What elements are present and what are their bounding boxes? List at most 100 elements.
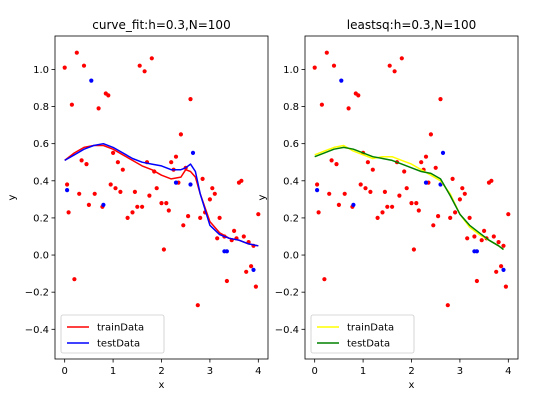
train-point <box>249 264 254 269</box>
legend-label-train: trainData <box>347 323 394 334</box>
train-point <box>198 215 203 220</box>
y-axis-label: y <box>7 194 18 200</box>
axis-ticks: 0 1 2 3 4 −0.4 −0.2 0.0 0.2 0.4 0.6 0.8 1.0 <box>275 65 512 377</box>
train-point <box>380 210 385 215</box>
train-point <box>358 182 363 187</box>
train-point <box>224 278 229 284</box>
train-point <box>200 176 205 181</box>
train-point <box>453 210 458 215</box>
y-tick-label: 1.0 <box>283 65 299 76</box>
train-point <box>241 234 246 239</box>
train-point <box>108 182 113 187</box>
train-point <box>210 186 215 191</box>
plot-marks <box>62 50 261 308</box>
train-point <box>363 186 368 191</box>
train-point <box>140 204 145 209</box>
train-point <box>436 214 441 219</box>
train-point <box>419 160 424 165</box>
test-point <box>423 180 429 185</box>
train-point <box>166 208 171 213</box>
y-tick-label: 1.0 <box>33 65 49 76</box>
train-point <box>115 160 120 165</box>
test-point <box>339 78 344 83</box>
train-point <box>120 167 125 172</box>
train-point <box>81 63 87 68</box>
plot-marks <box>312 50 511 308</box>
train-point <box>329 158 334 163</box>
train-point <box>334 162 339 167</box>
train-point <box>342 191 347 196</box>
train-point <box>135 204 140 209</box>
train-point <box>186 214 191 219</box>
train-point <box>472 234 477 239</box>
chart-title: curve_fit:h=0.3,N=100 <box>92 18 230 32</box>
train-point <box>142 69 147 74</box>
train-point <box>113 186 118 191</box>
train-point <box>181 223 186 228</box>
x-tick-label: 1 <box>110 366 116 377</box>
panel-curve-fit: 0 1 2 3 4 −0.4 −0.2 0.0 0.2 0.4 0.6 0.8 1.0 curve_fi… <box>7 18 269 391</box>
y-tick-label: −0.2 <box>275 288 299 299</box>
test-point <box>188 182 193 187</box>
x-tick-label: 3 <box>207 366 213 377</box>
x-tick-label: 1 <box>360 366 366 377</box>
train-point <box>161 247 166 252</box>
train-point <box>244 269 249 274</box>
train-point <box>494 269 499 274</box>
y-tick-label: 0.2 <box>283 213 299 224</box>
train-point <box>392 69 397 74</box>
train-line <box>64 144 259 247</box>
train-point <box>92 191 97 196</box>
test-point <box>351 202 356 207</box>
train-point <box>137 63 142 68</box>
legend: trainData testData <box>310 314 415 354</box>
test-point <box>190 150 196 155</box>
train-point <box>336 202 341 207</box>
legend-label-test: testData <box>97 339 140 350</box>
train-point <box>402 169 407 174</box>
train-point <box>232 228 237 233</box>
train-point <box>77 191 82 196</box>
train-point <box>72 277 77 282</box>
y-tick-label: 0.4 <box>33 176 49 187</box>
train-point <box>84 162 89 167</box>
train-point <box>324 50 329 55</box>
train-point <box>316 210 321 215</box>
train-point <box>256 212 261 217</box>
train-point <box>499 264 504 269</box>
train-point <box>239 178 244 183</box>
test-point <box>65 188 70 193</box>
train-point <box>467 215 472 220</box>
train-point <box>217 215 222 220</box>
chart-title: leastsq:h=0.3,N=100 <box>347 18 476 32</box>
train-point <box>409 201 414 206</box>
train-point <box>414 201 419 206</box>
test-point <box>315 188 320 193</box>
train-point <box>207 197 212 202</box>
train-point <box>346 106 351 111</box>
x-axis-label: x <box>159 380 165 391</box>
train-point <box>154 186 159 191</box>
train-point <box>382 189 387 194</box>
train-point <box>365 160 370 165</box>
train-point <box>448 215 453 220</box>
train-point <box>173 154 179 159</box>
train-point <box>66 210 71 215</box>
legend: trainData testData <box>60 314 165 354</box>
train-point <box>322 277 327 282</box>
train-point <box>431 223 436 228</box>
y-tick-label: 0.6 <box>33 139 49 150</box>
train-point <box>149 56 154 61</box>
x-axis-label: x <box>409 380 415 391</box>
train-point <box>111 150 116 155</box>
test-point <box>89 78 94 83</box>
y-tick-label: 0.8 <box>283 102 299 113</box>
train-point <box>212 191 217 196</box>
y-tick-label: 0.0 <box>33 251 49 262</box>
y-axis-label: y <box>257 194 268 200</box>
panel-leastsq: 0 1 2 3 4 −0.4 −0.2 0.0 0.2 0.4 0.6 0.8 1.0 leastsq:… <box>257 18 519 391</box>
train-point <box>416 208 421 213</box>
y-tick-label: −0.2 <box>25 288 49 299</box>
x-tick-label: 3 <box>457 366 463 377</box>
train-point <box>482 228 487 233</box>
